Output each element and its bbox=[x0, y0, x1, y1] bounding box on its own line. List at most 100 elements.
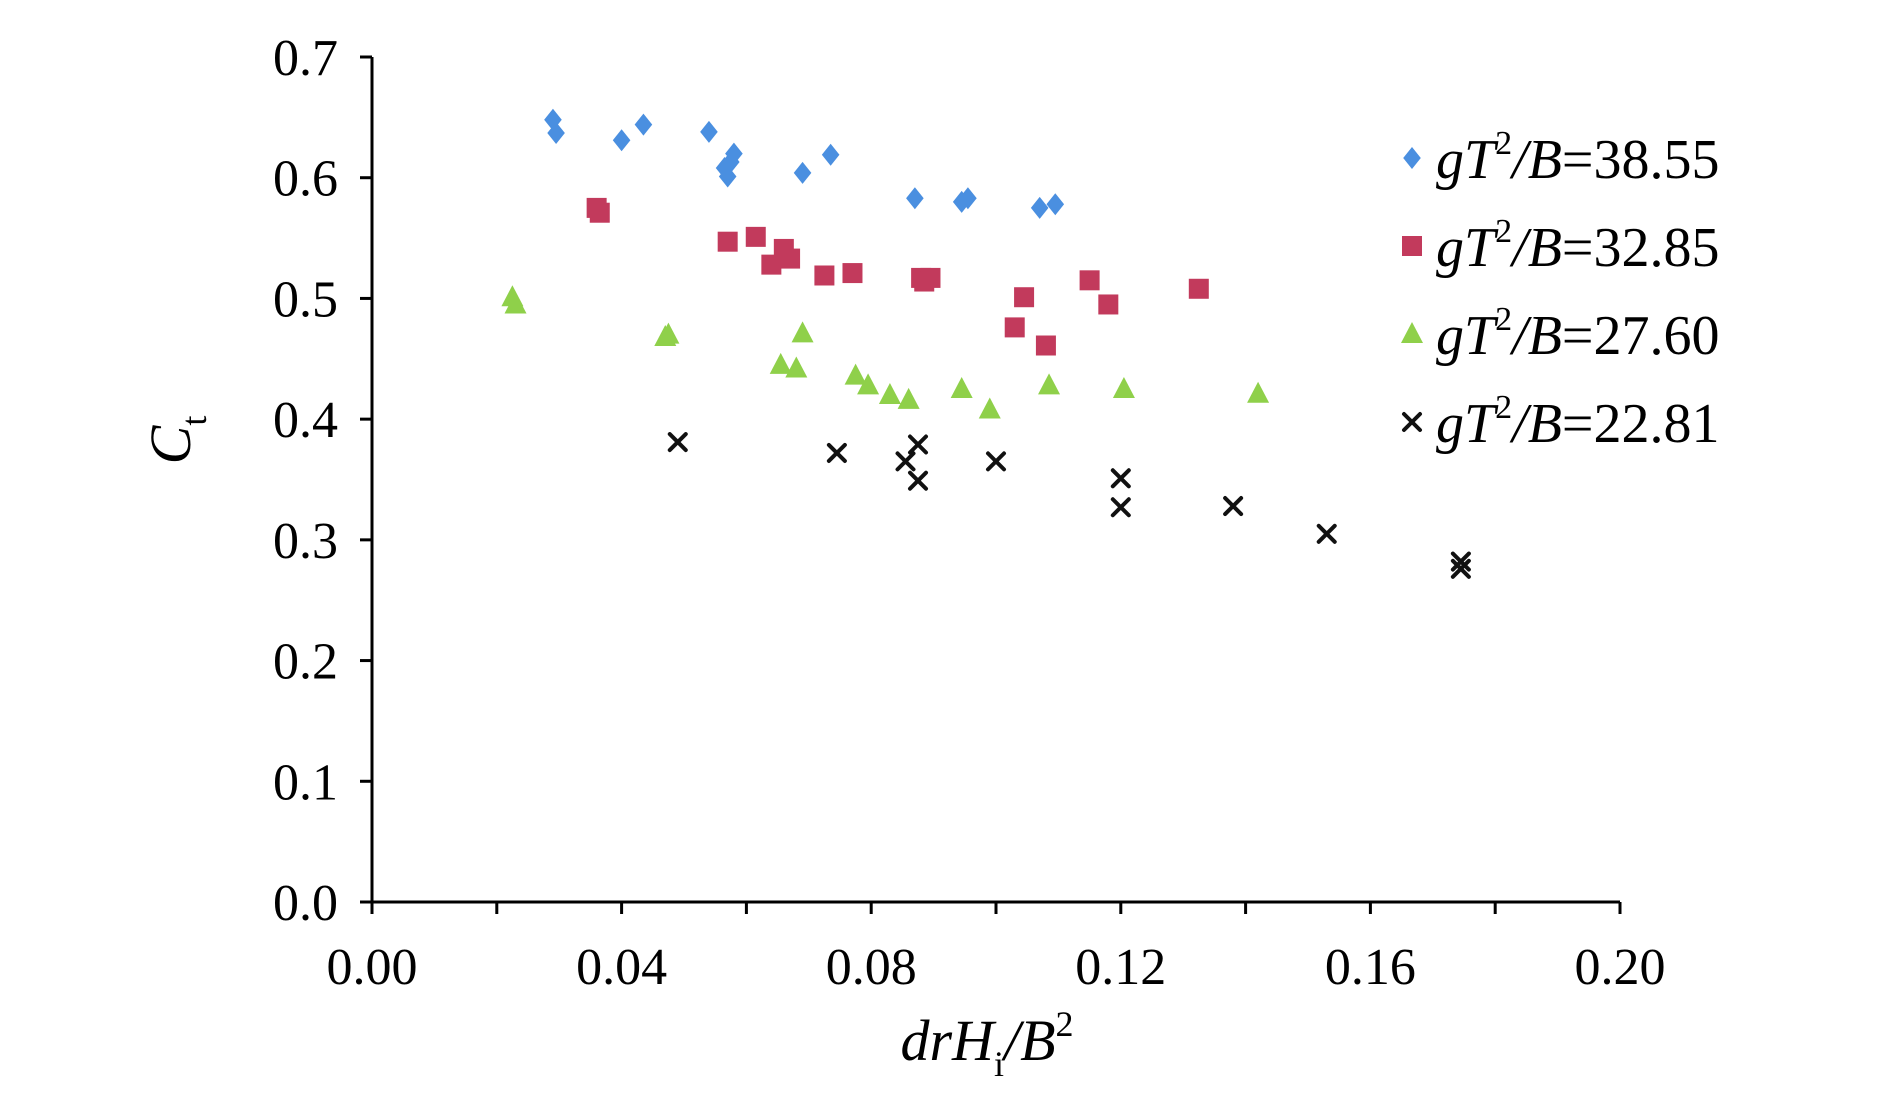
data-point bbox=[717, 231, 738, 252]
y-tick-label: 0.4 bbox=[273, 392, 338, 449]
data-point bbox=[700, 120, 718, 143]
data-point bbox=[657, 322, 680, 344]
legend-marker bbox=[1401, 322, 1423, 343]
data-point bbox=[897, 387, 920, 409]
x-tick-label: 0.20 bbox=[1575, 939, 1666, 996]
y-tick-label: 0.6 bbox=[273, 151, 338, 208]
data-point bbox=[1316, 523, 1337, 544]
axes bbox=[370, 57, 1620, 904]
x-tick-label: 0.08 bbox=[826, 939, 917, 996]
data-point bbox=[920, 267, 941, 288]
x-axis-title-subscript: i bbox=[994, 1044, 1004, 1084]
data-point bbox=[857, 373, 880, 395]
data-point bbox=[589, 202, 610, 223]
legend-label-superscript: 2 bbox=[1495, 125, 1512, 162]
y-tick-label: 0.7 bbox=[273, 30, 338, 87]
data-point bbox=[785, 356, 808, 378]
legend-item: gT2/B=22.81 bbox=[1402, 389, 1720, 455]
y-tick-label: 0.0 bbox=[273, 875, 338, 932]
legend-label-main: gT bbox=[1436, 129, 1499, 191]
data-point bbox=[1188, 278, 1209, 299]
legend-item: gT2/B=27.60 bbox=[1401, 301, 1720, 367]
data-point bbox=[908, 434, 928, 455]
x-tick-label: 0.12 bbox=[1075, 939, 1166, 996]
legend-label-rest: /B bbox=[1509, 217, 1562, 279]
x-tick-label: 0.00 bbox=[327, 939, 418, 996]
data-point bbox=[1110, 497, 1131, 518]
series-3 bbox=[501, 285, 1270, 419]
data-point bbox=[978, 397, 1001, 419]
data-point bbox=[793, 161, 812, 184]
data-points bbox=[501, 108, 1471, 579]
legend-label: gT2/B=27.60 bbox=[1436, 301, 1720, 367]
data-point bbox=[761, 254, 782, 275]
x-tick-label: 0.16 bbox=[1325, 939, 1416, 996]
data-point bbox=[906, 187, 924, 210]
legend-marker bbox=[1403, 147, 1421, 169]
legend-item: gT2/B=38.55 bbox=[1403, 125, 1720, 191]
data-point bbox=[504, 292, 527, 314]
legend-label-rest: /B bbox=[1509, 129, 1562, 191]
data-point bbox=[842, 263, 863, 284]
data-point bbox=[878, 383, 901, 404]
data-point bbox=[780, 248, 801, 269]
legend-label-superscript: 2 bbox=[1495, 213, 1512, 250]
data-point bbox=[1004, 317, 1025, 338]
data-point bbox=[1450, 558, 1471, 579]
data-point bbox=[895, 451, 916, 472]
data-point bbox=[844, 363, 867, 385]
legend-label-main: gT bbox=[1436, 393, 1499, 455]
data-point bbox=[908, 470, 928, 491]
data-point bbox=[950, 376, 973, 398]
y-tick-label: 0.3 bbox=[273, 513, 338, 570]
data-point bbox=[1035, 335, 1056, 356]
legend-label: gT2/B=38.55 bbox=[1436, 125, 1720, 191]
data-point bbox=[959, 187, 977, 210]
y-tick-label: 0.2 bbox=[273, 634, 338, 691]
data-point bbox=[1223, 496, 1244, 517]
legend-item: gT2/B=32.85 bbox=[1402, 213, 1720, 279]
data-point bbox=[814, 265, 835, 286]
legend-label-value: =38.55 bbox=[1562, 129, 1720, 191]
legend-label-main: gT bbox=[1436, 217, 1499, 279]
data-point bbox=[791, 321, 814, 343]
legend-label: gT2/B=22.81 bbox=[1436, 389, 1720, 455]
y-axis-title-subscript: t bbox=[174, 416, 214, 426]
x-axis-title: drHi/B2 bbox=[900, 1004, 1073, 1084]
legend-label-main: gT bbox=[1436, 305, 1499, 367]
legend-marker bbox=[1402, 236, 1422, 256]
legend-label-value: =22.81 bbox=[1562, 393, 1720, 455]
x-axis-ticks: 0.00 0.04 0.08 0.12 0.16 0.20 bbox=[327, 902, 1666, 996]
data-point bbox=[667, 432, 688, 453]
x-axis-title-rest: /B bbox=[1001, 1008, 1056, 1073]
legend-label-superscript: 2 bbox=[1495, 301, 1512, 338]
series-1 bbox=[544, 108, 1065, 219]
y-axis-ticks: 0.0 0.1 0.2 0.3 0.4 0.5 0.6 0.7 bbox=[273, 30, 372, 932]
data-point bbox=[745, 226, 766, 247]
data-point bbox=[1450, 551, 1471, 572]
data-point bbox=[1247, 381, 1270, 403]
legend-marker bbox=[1402, 412, 1422, 432]
x-axis-title-superscript: 2 bbox=[1056, 1004, 1074, 1044]
data-point bbox=[769, 352, 792, 374]
data-point bbox=[634, 113, 653, 136]
data-point bbox=[1014, 287, 1035, 308]
data-point bbox=[1098, 294, 1119, 315]
x-axis-title-main: drH bbox=[900, 1008, 997, 1073]
data-point bbox=[821, 143, 840, 166]
y-tick-label: 0.5 bbox=[273, 271, 338, 328]
x-tick-label: 0.04 bbox=[576, 939, 667, 996]
data-point bbox=[725, 142, 743, 165]
legend-label: gT2/B=32.85 bbox=[1436, 213, 1720, 279]
data-point bbox=[1038, 373, 1061, 395]
y-axis-title-main: C bbox=[138, 424, 203, 464]
data-point bbox=[1079, 270, 1100, 291]
legend-label-value: =32.85 bbox=[1562, 217, 1720, 279]
data-point bbox=[1030, 196, 1049, 219]
data-point bbox=[1110, 468, 1131, 489]
data-point bbox=[547, 122, 565, 145]
legend: gT2/B=38.55gT2/B=32.85gT2/B=27.60gT2/B=2… bbox=[1401, 125, 1720, 455]
legend-label-rest: /B bbox=[1509, 305, 1562, 367]
series-2 bbox=[586, 197, 1209, 356]
